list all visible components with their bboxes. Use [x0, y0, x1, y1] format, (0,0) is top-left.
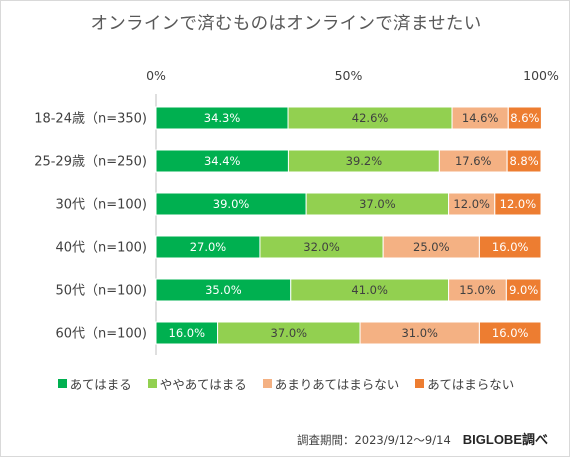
bar-segment	[478, 235, 542, 259]
category-label: 30代（n=100)	[55, 198, 147, 213]
legend-label: ややあてはまる	[159, 377, 247, 392]
bar-segment	[505, 278, 542, 302]
bar-segment	[494, 192, 542, 216]
legend-item: あてはまらない	[415, 374, 514, 393]
data-label: 8.6%	[510, 111, 539, 125]
category-label: 40代（n=100)	[55, 241, 147, 256]
data-label: 14.6%	[462, 111, 499, 125]
bar-segment	[506, 149, 542, 173]
legend-item: あてはまる	[57, 374, 132, 393]
data-label: 12.0%	[500, 197, 537, 211]
data-label: 16.0%	[169, 326, 206, 340]
x-tick-label: 100%	[523, 68, 559, 83]
data-label: 32.0%	[303, 240, 340, 254]
data-label: 31.0%	[401, 326, 438, 340]
data-label: 35.0%	[205, 283, 242, 297]
data-label: 12.0%	[453, 197, 490, 211]
data-label: 42.6%	[352, 111, 389, 125]
legend-item: ややあてはまる	[147, 374, 247, 393]
bar-segment	[507, 106, 542, 130]
survey-period: 調査期間：2023/9/12～9/14	[296, 433, 451, 447]
data-label: 17.6%	[455, 154, 492, 168]
data-label: 34.4%	[204, 154, 241, 168]
data-label: 15.0%	[459, 283, 496, 297]
category-label: 18-24歳（n=350)	[34, 112, 147, 127]
legend-swatch	[147, 379, 157, 388]
category-label: 25-29歳（n=250)	[34, 155, 147, 170]
source-brand: BIGLOBE調べ	[462, 432, 548, 447]
legend-label: あてはまる	[69, 377, 132, 392]
data-label: 8.8%	[509, 154, 538, 168]
data-label: 9.0%	[509, 283, 538, 297]
x-tick-label: 0%	[146, 68, 166, 83]
plot-area: 0% 50% 100% 18-24歳（n=350) 34.3% 42.6% 14.6% 8.6…	[34, 68, 559, 355]
legend: あてはまる ややあてはまる あまりあてはまらない あてはまらない	[0, 374, 572, 393]
data-label: 27.0%	[190, 240, 227, 254]
data-label: 16.0%	[492, 240, 529, 254]
data-label: 25.0%	[413, 240, 450, 254]
data-label: 41.0%	[351, 283, 388, 297]
legend-swatch	[262, 379, 272, 388]
x-tick-label: 50%	[335, 68, 363, 83]
data-label: 16.0%	[492, 326, 529, 340]
data-label: 34.3%	[204, 111, 241, 125]
bar-segment	[478, 321, 542, 345]
data-label: 37.0%	[271, 326, 308, 340]
legend-label: あてはまらない	[427, 377, 515, 392]
data-label: 37.0%	[359, 197, 396, 211]
legend-item: あまりあてはまらない	[262, 374, 400, 393]
category-label: 60代（n=100)	[55, 327, 147, 342]
legend-swatch	[415, 379, 425, 388]
legend-label: あまりあてはまらない	[274, 377, 400, 392]
footer: 調査期間：2023/9/12～9/14 BIGLOBE調べ	[297, 429, 548, 448]
data-label: 39.0%	[213, 197, 250, 211]
chart-title: オンラインで済むものはオンラインで済ませたい	[90, 14, 482, 34]
legend-swatch	[57, 379, 67, 388]
data-label: 39.2%	[346, 154, 383, 168]
category-label: 50代（n=100)	[55, 284, 147, 299]
